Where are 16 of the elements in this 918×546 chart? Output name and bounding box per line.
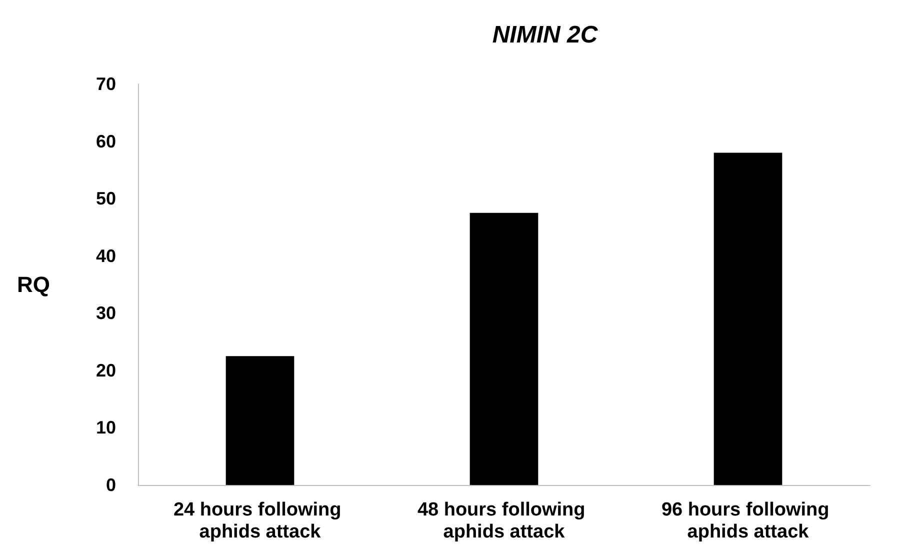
y-tick-label: 50	[96, 188, 116, 209]
chart-title: NIMIN 2C	[492, 22, 598, 48]
y-axis-title: RQ	[17, 272, 50, 297]
y-tick-label: 60	[96, 131, 116, 152]
y-tick-label: 70	[96, 74, 116, 94]
y-tick-label: 0	[106, 475, 116, 495]
y-tick-label: 10	[96, 418, 116, 438]
x-tick-label: 96 hours following aphids attack	[661, 500, 835, 542]
bar	[470, 212, 538, 485]
bar	[226, 356, 294, 485]
x-tick-label: 48 hours following aphids attack	[417, 500, 591, 542]
y-tick-label: 20	[96, 360, 116, 380]
x-tick-label: 24 hours following aphids attack	[173, 500, 347, 542]
y-tick-label: 40	[96, 246, 116, 266]
bar	[714, 152, 782, 485]
y-tick-label: 30	[96, 303, 116, 324]
